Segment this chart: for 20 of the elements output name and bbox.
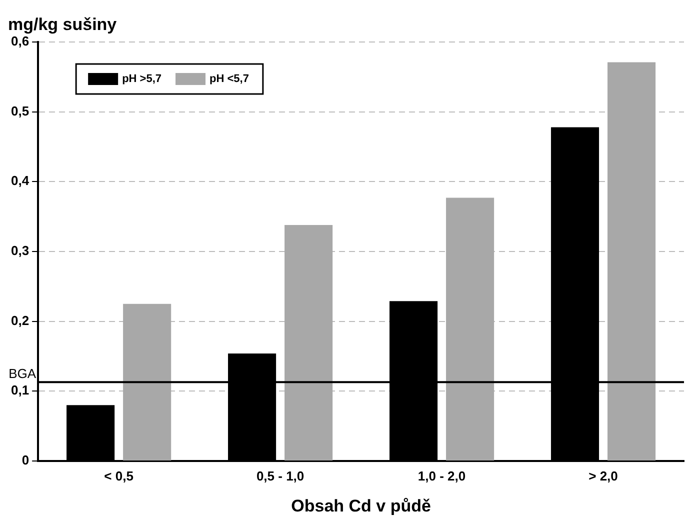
bar: [608, 62, 656, 460]
bar: [446, 198, 494, 460]
bar: [284, 224, 333, 460]
x-tick-label: > 2,0: [588, 468, 618, 484]
y-tick-label: 0: [22, 452, 30, 468]
bar: [123, 304, 172, 460]
y-axis-title: mg/kg sušiny: [8, 15, 118, 34]
y-tick-label: 0,1: [10, 382, 30, 398]
y-tick-label: 0,3: [10, 243, 30, 258]
y-tick-label: 0,6: [10, 34, 30, 49]
ref-line-label: BGA: [8, 366, 36, 382]
x-tick-label: 0,5 - 1,0: [256, 468, 304, 484]
legend-label: pH <5,7: [210, 73, 249, 86]
x-axis-title: Obsah Cd v půdě: [291, 496, 431, 516]
x-tick-label: < 0,5: [104, 468, 134, 484]
legend-label: pH >5,7: [122, 73, 162, 86]
x-tick-label: 1,0 - 2,0: [418, 468, 466, 484]
y-tick-label: 0,4: [10, 173, 30, 188]
y-tick-label: 0,2: [10, 312, 30, 328]
y-tick-label: 0,5: [10, 103, 30, 118]
